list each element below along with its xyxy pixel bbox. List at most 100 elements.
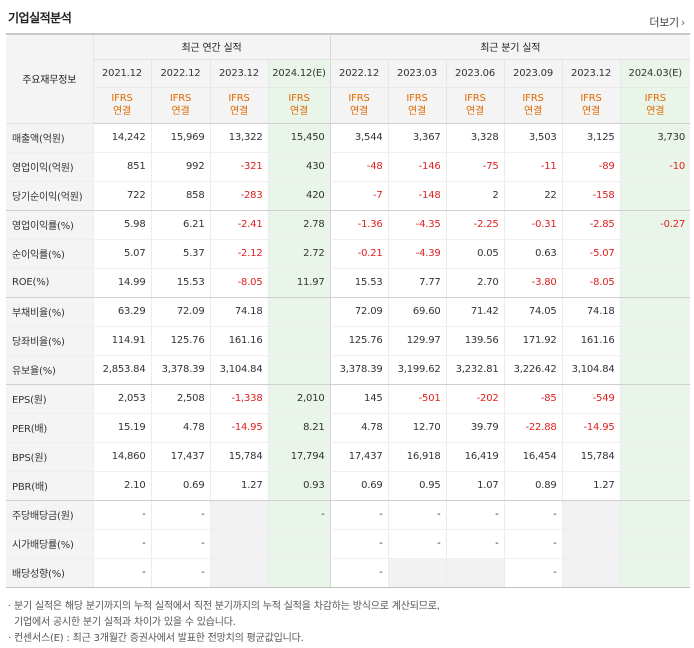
value-cell [619,181,691,211]
value-cell: -11 [503,152,563,182]
value-cell: 3,367 [387,123,447,153]
basis-standard: IFRS [644,93,666,104]
value-cell: 15,784 [561,442,621,472]
value-cell: -0.21 [329,239,389,269]
value-cell: -2.85 [561,210,621,240]
value-cell: 13,322 [209,123,268,153]
value-cell [267,558,331,588]
value-cell: -283 [209,181,268,211]
period-header: 2021.12 [92,59,151,88]
value-cell: 171.92 [503,326,563,356]
value-cell [209,529,268,559]
value-cell: 5.07 [92,239,151,269]
value-cell [387,558,447,588]
value-cell: 16,419 [445,442,505,472]
value-cell: 851 [92,152,151,182]
value-cell [267,297,331,327]
basis-scope: 연결 [408,106,427,117]
period-header: 2023.06 [445,59,505,88]
value-cell: - [503,558,563,588]
value-cell: 3,503 [503,123,563,153]
value-cell: -2.25 [445,210,505,240]
value-cell: 3,544 [329,123,389,153]
value-cell: 114.91 [92,326,151,356]
value-cell: 69.60 [387,297,447,327]
value-cell [209,558,268,588]
basis-scope: 연결 [646,106,665,117]
basis-standard: IFRS [111,93,133,104]
value-cell: -549 [561,384,621,414]
value-cell: 3,730 [619,123,691,153]
value-cell: 16,454 [503,442,563,472]
value-cell: 430 [267,152,331,182]
value-cell [619,355,691,385]
value-cell: - [503,529,563,559]
value-cell: 3,125 [561,123,621,153]
value-cell: 420 [267,181,331,211]
row-label: 배당성향(%) [6,558,93,588]
value-cell: -75 [445,152,505,182]
section-title: 기업실적분석 [8,11,72,25]
value-cell: 8.21 [267,413,331,443]
value-cell: 129.97 [387,326,447,356]
row-label: 영업이익(억원) [6,152,93,182]
period-header: 2023.12 [209,59,268,88]
value-cell: 3,104.84 [561,355,621,385]
value-cell: 1.07 [445,471,505,501]
value-cell [619,413,691,443]
value-cell [619,442,691,472]
value-cell: - [150,558,210,588]
value-cell: 2,053 [92,384,151,414]
value-cell: - [267,500,331,530]
row-label: 시가배당률(%) [6,529,93,559]
value-cell: 17,437 [150,442,210,472]
value-cell: 4.78 [150,413,210,443]
value-cell: -7 [329,181,389,211]
value-cell: 0.95 [387,471,447,501]
value-cell: 3,226.42 [503,355,563,385]
value-cell: - [387,500,447,530]
value-cell: 6.21 [150,210,210,240]
value-cell: -2.41 [209,210,268,240]
table-row: 순이익률(%) 5.07 5.37 -2.12 2.72 -0.21 -4.39 0.05 0.… [6,239,691,269]
basis-scope: 연결 [582,106,601,117]
value-cell [561,500,621,530]
table-row: 유보율(%) 2,853.84 3,378.39 3,104.84 3,378.39 3,… [6,355,691,385]
value-cell: 16,918 [387,442,447,472]
value-cell: -0.27 [619,210,691,240]
value-cell: 161.16 [561,326,621,356]
footnote-1: · 분기 실적은 해당 분기까지의 누적 실적에서 직전 분기까지의 누적 실적… [8,601,440,612]
table-row: 매출액(억원) 14,242 15,969 13,322 15,450 3,544 3,36… [6,123,691,153]
value-cell: 2.10 [92,471,151,501]
row-header-cell: 주요재무정보 [6,33,93,124]
value-cell: - [387,529,447,559]
basis-standard: IFRS [464,93,486,104]
table-row: 당기순이익(억원) 722 858 -283 420 -7 -148 2 22 -158 [6,181,691,211]
row-label: PER(배) [6,413,93,443]
value-cell: 11.97 [267,268,331,298]
value-cell: 15.19 [92,413,151,443]
value-cell: -158 [561,181,621,211]
basis-header: IFRS 연결 [503,87,563,124]
table-row: 영업이익률(%) 5.98 6.21 -2.41 2.78 -1.36 -4.35 -2.25… [6,210,691,240]
period-header: 2022.12 [329,59,389,88]
more-link[interactable]: 더보기 › [649,14,685,30]
basis-standard: IFRS [348,93,370,104]
value-cell: 5.98 [92,210,151,240]
value-cell: 2.70 [445,268,505,298]
value-cell: - [92,529,151,559]
table-row: 영업이익(억원) 851 992 -321 430 -48 -146 -75 -11 -89 -10 [6,152,691,182]
row-label: 당기순이익(억원) [6,181,93,211]
value-cell: -85 [503,384,563,414]
value-cell: - [150,500,210,530]
value-cell: -14.95 [209,413,268,443]
value-cell: 0.93 [267,471,331,501]
value-cell: 15,969 [150,123,210,153]
value-cell: 2.78 [267,210,331,240]
value-cell: 74.05 [503,297,563,327]
value-cell: 992 [150,152,210,182]
basis-header: IFRS 연결 [619,87,691,124]
table-row: PBR(배) 2.10 0.69 1.27 0.93 0.69 0.95 1.07 0.89 1.… [6,471,691,501]
basis-scope: 연결 [350,106,369,117]
value-cell: 15,784 [209,442,268,472]
